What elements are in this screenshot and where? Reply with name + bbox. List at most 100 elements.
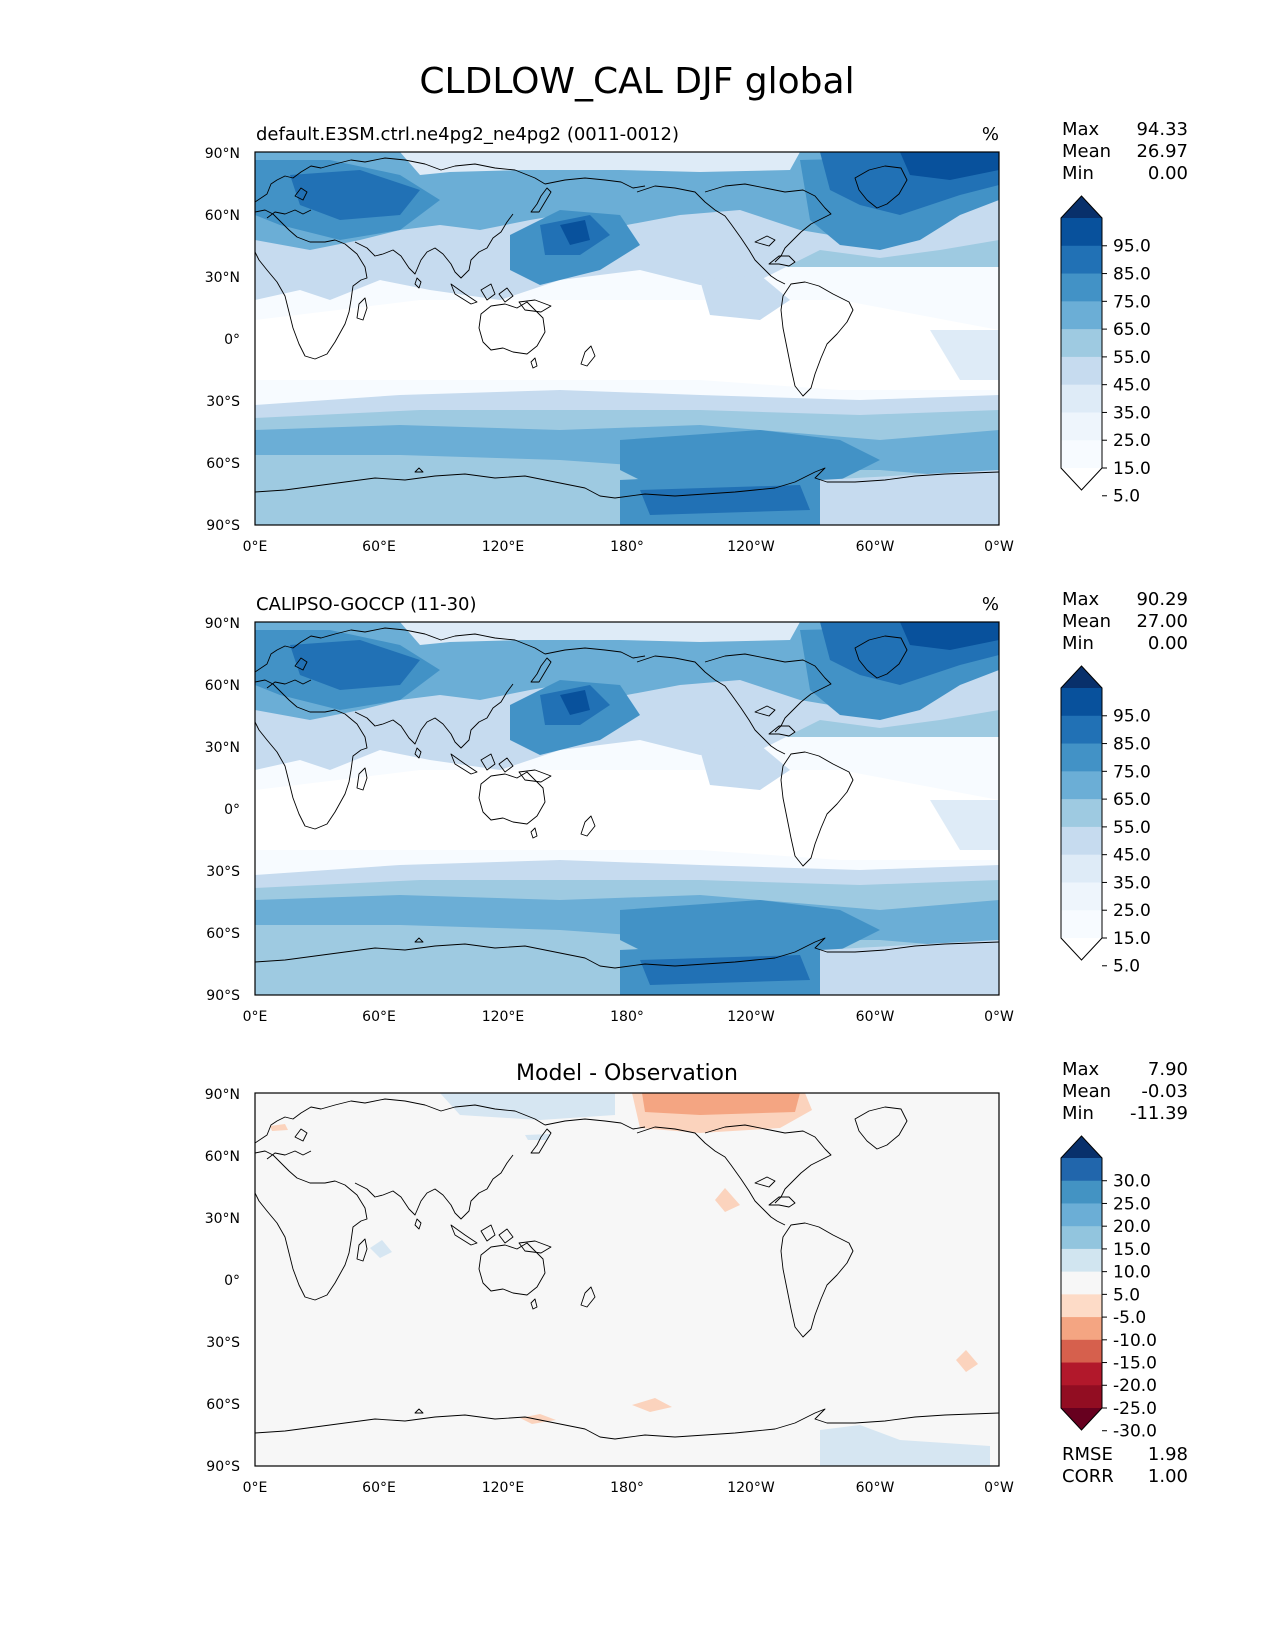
lon-tick-label: 60°W — [856, 539, 895, 555]
colorbar-cell — [1061, 1362, 1102, 1386]
colorbar-cell — [1061, 826, 1102, 856]
colorbar-tick-label: 5.0 — [1113, 957, 1140, 977]
lon-tick-label: 120°E — [482, 1009, 525, 1025]
colorbar-tick-label: 25.0 — [1113, 431, 1151, 451]
colorbar-cell — [1061, 799, 1102, 828]
colorbar-tick-label: -10.0 — [1113, 1331, 1157, 1351]
map-frame — [254, 1092, 1000, 1467]
lat-tick-label: 60°S — [206, 1397, 240, 1413]
lon-tick-label: 0°W — [984, 1009, 1014, 1025]
colorbar-tick-label: -5.0 — [1113, 1308, 1146, 1328]
lat-tick-label: 0° — [224, 332, 240, 348]
map-frame — [254, 621, 1000, 996]
lon-tick-label: 120°W — [727, 1009, 775, 1025]
colorbar-cell — [1061, 329, 1102, 358]
colorbar-tick-label: 15.0 — [1113, 929, 1151, 949]
panel-title-left: default.E3SM.ctrl.ne4pg2_ne4pg2 (0011-00… — [256, 124, 679, 145]
colorbar-tick-label: 45.0 — [1113, 376, 1151, 396]
stats-block: Max 94.33 Mean 26.97 Min 0.00 — [1062, 119, 1188, 184]
lat-tick-label: 0° — [224, 1273, 240, 1289]
colorbar-tick-label: 5.0 — [1113, 487, 1140, 507]
stat-label: Max — [1062, 589, 1100, 610]
colorbar-cell — [1061, 882, 1102, 911]
colorbar: 30.025.0 20.0 15.0 10.05.0 -5.0 -10.0-15.0 -20… — [1060, 1135, 1157, 1442]
stat-value: 0.00 — [1148, 633, 1188, 654]
lat-tick-label: 60°N — [205, 678, 240, 694]
stat-value: 1.98 — [1148, 1444, 1188, 1465]
footer-stats: RMSE 1.98 CORR 1.00 — [1062, 1444, 1188, 1487]
colorbar-tick-label: 10.0 — [1113, 1263, 1151, 1283]
lon-tick-label: 180° — [610, 1009, 644, 1025]
lon-tick-label: 0°W — [984, 539, 1014, 555]
colorbar-tick-label: 55.0 — [1113, 348, 1151, 368]
colorbar-cell — [1061, 412, 1102, 441]
stat-label: Max — [1062, 1059, 1100, 1080]
lon-tick-label: 0°E — [243, 1009, 268, 1025]
stat-value: 1.00 — [1148, 1466, 1188, 1487]
lon-axis: 0°E 60°E 120°E 180° 120°W 60°W 0°W — [243, 539, 1014, 555]
colorbar-tick-label: 30.0 — [1113, 1172, 1151, 1192]
colorbar-extend-min — [1061, 1408, 1102, 1430]
colorbar-cell — [1061, 743, 1102, 772]
colorbar-tick-label: 15.0 — [1113, 1240, 1151, 1260]
colorbar-cell — [1061, 245, 1102, 275]
lon-tick-label: 60°E — [362, 539, 396, 555]
lat-tick-label: 90°S — [206, 518, 240, 534]
lat-tick-label: 60°N — [205, 1149, 240, 1165]
stats-block: Max 7.90 Mean -0.03 Min -11.39 — [1062, 1059, 1188, 1124]
lat-tick-label: 30°N — [205, 270, 240, 286]
colorbar-cell — [1061, 715, 1102, 745]
colorbar-tick-label: 25.0 — [1113, 1194, 1151, 1214]
stat-label: CORR — [1062, 1466, 1114, 1487]
lon-tick-label: 120°W — [727, 1480, 775, 1496]
colorbar-tick-label: 85.0 — [1113, 735, 1151, 755]
stat-label: Min — [1062, 1103, 1094, 1124]
colorbar-cell — [1061, 218, 1102, 247]
colorbar-tick-label: 75.0 — [1113, 762, 1151, 782]
panel-difference: Model - Observation 90°N 60°N 30°N 0° 30… — [205, 1059, 1188, 1496]
lon-tick-label: 120°E — [482, 539, 525, 555]
stat-value: 26.97 — [1136, 141, 1188, 162]
stat-label: Max — [1062, 119, 1100, 140]
stat-value: 90.29 — [1136, 589, 1188, 610]
colorbar-cell — [1061, 301, 1102, 330]
lon-tick-label: 60°E — [362, 1009, 396, 1025]
panel-title-center: Model - Observation — [516, 1061, 738, 1086]
colorbar-tick-label: 20.0 — [1113, 1217, 1151, 1237]
colorbar-tick-label: -20.0 — [1113, 1376, 1157, 1396]
panel-units: % — [982, 124, 999, 145]
colorbar-tick-label: 95.0 — [1113, 707, 1151, 727]
colorbar-tick-label: 45.0 — [1113, 846, 1151, 866]
colorbar-tick-label: 65.0 — [1113, 790, 1151, 810]
colorbar-cell — [1061, 1226, 1102, 1250]
stat-value: 27.00 — [1136, 611, 1188, 632]
colorbar-extend-max — [1061, 1136, 1102, 1158]
colorbar-extend-min — [1061, 468, 1102, 490]
colorbar-cell — [1061, 1385, 1102, 1409]
lat-axis: 90°N 60°N 30°N 0° 30°S 60°S 90°S — [205, 616, 240, 1004]
lat-tick-label: 90°S — [206, 1459, 240, 1475]
lat-tick-label: 60°N — [205, 208, 240, 224]
colorbar-cell — [1061, 1180, 1102, 1204]
colorbar-tick-label: 75.0 — [1113, 292, 1151, 312]
colorbar-cell — [1061, 384, 1102, 413]
lat-tick-label: 90°N — [205, 616, 240, 632]
colorbar-cell — [1061, 1271, 1102, 1295]
map-field — [255, 622, 999, 995]
colorbar-tick-label: -15.0 — [1113, 1353, 1157, 1373]
lon-axis: 0°E 60°E 120°E 180° 120°W 60°W 0°W — [243, 1009, 1014, 1025]
stat-label: Mean — [1062, 1081, 1111, 1102]
lon-tick-label: 180° — [610, 1480, 644, 1496]
lat-axis: 90°N 60°N 30°N 0° 30°S 60°S 90°S — [205, 1087, 240, 1475]
colorbar-extend-min — [1061, 938, 1102, 960]
lon-tick-label: 120°W — [727, 539, 775, 555]
colorbar-cell — [1061, 1248, 1102, 1273]
colorbar-tick-label: 25.0 — [1113, 901, 1151, 921]
lon-tick-label: 60°W — [856, 1480, 895, 1496]
stat-label: RMSE — [1062, 1444, 1113, 1465]
colorbar-cell — [1061, 1158, 1102, 1182]
stat-value: -0.03 — [1141, 1081, 1188, 1102]
colorbar-extend-max — [1061, 666, 1102, 688]
lat-tick-label: 90°S — [206, 988, 240, 1004]
figure-title: CLDLOW_CAL DJF global — [419, 61, 854, 102]
